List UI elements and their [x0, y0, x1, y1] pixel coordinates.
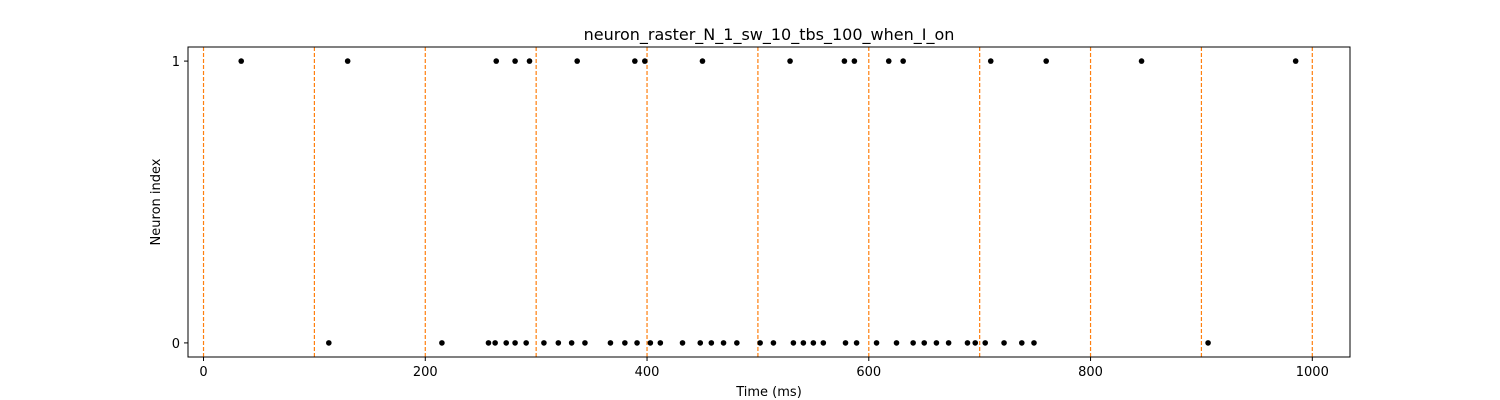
- spike-point: [523, 340, 529, 346]
- spike-point: [1019, 340, 1025, 346]
- spike-point: [964, 340, 971, 346]
- spike-point: [555, 340, 562, 346]
- spike-point: [734, 340, 740, 346]
- spike-point: [697, 340, 704, 346]
- spike-point: [574, 58, 580, 64]
- plot-frame: [187, 46, 1351, 358]
- spike-point: [1292, 58, 1299, 64]
- y-tick-label: 0: [172, 337, 180, 352]
- spike-point: [647, 340, 654, 346]
- spike-point: [708, 340, 715, 346]
- spike-point: [642, 58, 648, 64]
- spike-point: [512, 340, 518, 346]
- spike-point: [492, 340, 498, 346]
- x-tick-label: 1000: [1296, 365, 1329, 380]
- spike-point: [526, 58, 533, 64]
- spike-point: [634, 340, 640, 346]
- spike-point: [851, 58, 858, 64]
- spike-point: [657, 340, 664, 346]
- spike-point: [987, 58, 994, 64]
- x-tick-label: 0: [199, 365, 207, 380]
- stimulus-lines: [202, 47, 1313, 357]
- spike-point: [885, 58, 892, 64]
- spike-point: [982, 340, 989, 346]
- chart-title: neuron_raster_N_1_sw_10_tbs_100_when_I_o…: [584, 25, 955, 45]
- spike-point: [900, 58, 906, 64]
- spike-point: [841, 58, 848, 64]
- x-tick-label: 200: [413, 365, 438, 380]
- spike-point: [679, 340, 686, 346]
- spike-point: [512, 58, 518, 64]
- spike-point: [1205, 340, 1211, 346]
- spike-point: [485, 340, 492, 346]
- x-axis-label: Time (ms): [735, 385, 802, 400]
- spike-point: [582, 340, 588, 346]
- spike-point: [1031, 340, 1037, 346]
- spike-point: [720, 340, 727, 346]
- spike-point: [326, 340, 332, 346]
- spike-point: [921, 340, 928, 346]
- spike-point: [1043, 58, 1049, 64]
- spike-point: [810, 340, 817, 346]
- spike-points: [238, 58, 1299, 346]
- spike-point: [632, 58, 638, 64]
- spike-point: [800, 340, 807, 346]
- spike-point: [972, 340, 979, 346]
- spike-point: [1138, 58, 1145, 64]
- spike-point: [1001, 340, 1007, 346]
- x-axis-ticks: 0 200 400 600 800 1000: [199, 357, 1329, 380]
- spike-point: [439, 340, 445, 346]
- spike-point: [607, 340, 614, 346]
- spike-point: [945, 340, 952, 346]
- spike-point: [933, 340, 940, 346]
- x-tick-label: 400: [635, 365, 660, 380]
- spike-point: [873, 340, 880, 346]
- spike-point: [910, 340, 916, 346]
- spike-point: [568, 340, 575, 346]
- spike-point: [893, 340, 900, 346]
- spike-point: [238, 58, 245, 64]
- spike-point: [820, 340, 827, 346]
- y-axis-ticks: 01: [172, 55, 188, 352]
- spike-point: [503, 340, 510, 346]
- y-tick-label: 1: [172, 55, 180, 70]
- spike-point: [699, 58, 706, 64]
- x-tick-label: 800: [1078, 365, 1103, 380]
- spike-point: [493, 58, 500, 64]
- spike-point: [787, 58, 793, 64]
- spike-point: [541, 340, 547, 346]
- spike-point: [757, 340, 763, 346]
- spike-point: [344, 58, 351, 64]
- y-axis-label: Neuron index: [149, 158, 164, 245]
- spike-point: [842, 340, 849, 346]
- x-tick-label: 600: [856, 365, 881, 380]
- spike-point: [622, 340, 628, 346]
- spike-point: [853, 340, 860, 346]
- spike-point: [770, 340, 777, 346]
- spike-point: [790, 340, 797, 346]
